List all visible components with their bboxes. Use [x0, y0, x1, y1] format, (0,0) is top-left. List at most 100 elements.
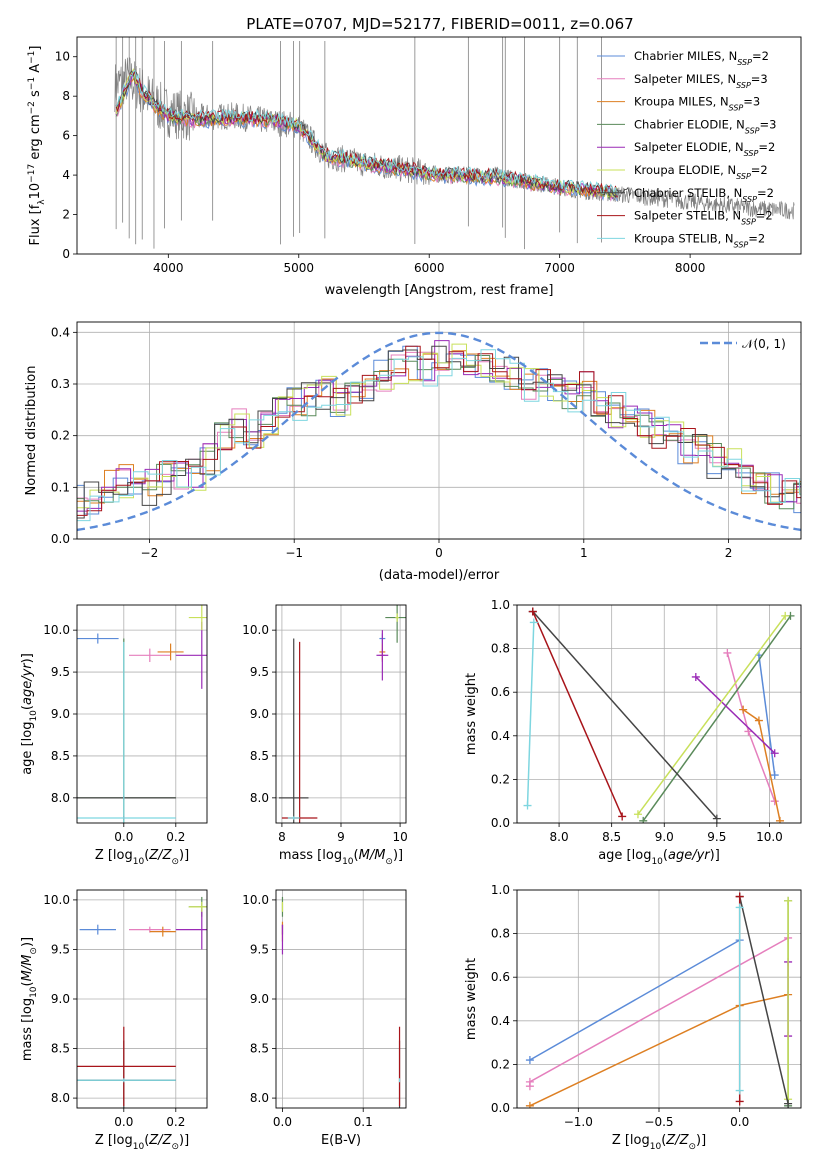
- y-tick-label: 0.4: [491, 1014, 510, 1028]
- y-axis-label-part: M/M: [20, 955, 35, 982]
- series-kroupa-stelib: [523, 618, 538, 810]
- y-tick-label: 0: [62, 247, 70, 261]
- y-axis-label-part: s: [28, 90, 43, 101]
- axes-frame: [76, 889, 208, 1109]
- legend-suffix: =2: [752, 49, 769, 63]
- y-axis-label-part: −1: [27, 51, 37, 64]
- legend-suffix: =2: [757, 186, 774, 200]
- y-tick-label: 8.0: [250, 1091, 269, 1105]
- y-tick-label: 9.5: [250, 665, 269, 679]
- y-axis-label-part: )]: [20, 653, 35, 663]
- x-axis-label-part: Z/Z: [148, 848, 172, 863]
- y-tick-label: 9.5: [51, 942, 70, 956]
- y-tick-label: 0.8: [491, 642, 510, 656]
- x-axis-label-part: (: [354, 848, 359, 863]
- y-tick-label: 0.8: [491, 927, 510, 941]
- x-tick-label: −0.5: [644, 1115, 673, 1129]
- plot-area-age_vs_Z: [77, 605, 207, 823]
- x-axis-label-part: 10: [650, 1142, 662, 1152]
- legend-entry-chabrier-miles: Chabrier MILES, NSSP=2: [634, 49, 769, 67]
- axes-frame: [516, 889, 802, 1109]
- y-tick-label: 8.5: [250, 749, 269, 763]
- x-tick-label: 0.0: [273, 1115, 292, 1129]
- y-tick-label: 0.4: [491, 729, 510, 743]
- x-tick-label: 9.5: [707, 830, 726, 844]
- x-tick-label: 2: [725, 546, 733, 560]
- histogram-salpeter-elodie: [77, 340, 801, 512]
- y-tick-label: 0.1: [51, 480, 70, 494]
- histogram-kroupa-miles: [77, 350, 801, 504]
- y-axis-label-part: ⊙: [29, 947, 39, 955]
- series-kroupa-elodie: [784, 896, 793, 1104]
- y-tick-label: 9.5: [51, 665, 70, 679]
- panel-age_vs_Z: 0.0 0.28.08.59.09.510.0Z [log10(Z/Z⊙)]age…: [20, 604, 208, 867]
- series-marker: [525, 1056, 534, 1065]
- model-line-chabrier-stelib: [115, 70, 632, 198]
- plot-area-weight_vs_age: [523, 607, 795, 823]
- x-tick-label: 8.0: [550, 830, 569, 844]
- x-axis-label-part: (: [144, 848, 149, 863]
- x-tick-label: 7000: [544, 261, 575, 275]
- histogram-chabrier-stelib: [77, 345, 801, 519]
- y-tick-label: 8.5: [51, 1042, 70, 1056]
- y-axis-label: mass [log10(M/M⊙)]: [20, 937, 39, 1061]
- series-marker: [775, 816, 784, 823]
- y-axis-label-part: )]: [20, 937, 35, 947]
- y-tick-label: 10.0: [242, 623, 269, 637]
- point-kroupa-elodie: [395, 613, 399, 622]
- series-chabrier-miles: [525, 936, 744, 1065]
- legend-suffix: =2: [751, 163, 768, 177]
- y-tick-label: 8.5: [250, 1042, 269, 1056]
- series-marker: [784, 896, 793, 905]
- y-axis-label: Normed distribution: [24, 366, 39, 496]
- figure-title: PLATE=0707, MJD=52177, FIBERID=0011, z=0…: [246, 15, 633, 33]
- y-axis-label-part: mass [log: [20, 998, 35, 1061]
- y-tick-label: 10: [55, 50, 70, 64]
- x-axis-label-part: age/yr: [668, 848, 711, 863]
- legend-sub: SSP: [736, 172, 751, 181]
- x-axis-label-part: M/M: [359, 848, 386, 863]
- point-salpeter-elodie: [376, 630, 389, 681]
- y-axis-label-part: 10: [29, 986, 39, 998]
- y-tick-label: 4: [62, 168, 70, 182]
- series-line: [738, 896, 789, 1104]
- legend-sub: SSP: [744, 149, 759, 158]
- legend-sub: SSP: [741, 217, 756, 226]
- histogram-salpeter-miles: [77, 351, 801, 505]
- y-axis-label: mass weight: [464, 958, 479, 1040]
- y-axis-label: mass weight: [464, 673, 479, 755]
- series-line: [526, 622, 535, 806]
- legend-entry-chabrier-stelib: Chabrier STELIB, NSSP=2: [634, 186, 774, 204]
- series-marker: [781, 611, 790, 620]
- series-marker: [528, 607, 537, 616]
- point-kroupa-stelib: [77, 641, 176, 823]
- x-axis-label-part: ⊙: [385, 857, 393, 867]
- point-kroupa-miles: [149, 926, 176, 937]
- legend-text: Chabrier STELIB, N: [634, 186, 742, 200]
- point-chabrier-stelib: [278, 638, 309, 823]
- x-tick-label: 9: [337, 830, 345, 844]
- x-tick-label: 0.0: [114, 1115, 133, 1129]
- y-axis-label-part: 10: [28, 183, 43, 200]
- y-tick-label: 6: [62, 129, 70, 143]
- x-tick-label: 4000: [153, 261, 184, 275]
- y-tick-label: 10.0: [43, 623, 70, 637]
- x-axis-label-part: (: [661, 1133, 666, 1148]
- y-axis-label-part: mass weight: [464, 958, 479, 1040]
- x-tick-label: 0: [435, 546, 443, 560]
- legend-entry-normal: 𝒩(0, 1): [742, 337, 786, 351]
- series-marker: [735, 892, 744, 901]
- y-tick-label: 0.6: [491, 970, 510, 984]
- legend-sub: SSP: [737, 58, 752, 67]
- series-marker: [691, 672, 700, 681]
- y-tick-label: 0.2: [491, 772, 510, 786]
- y-tick-label: 9.0: [250, 707, 269, 721]
- y-axis-label-part: (: [20, 705, 35, 710]
- x-axis-label-part: (: [663, 848, 668, 863]
- series-marker: [712, 814, 721, 823]
- x-axis-label-part: 10: [133, 1142, 145, 1152]
- y-tick-label: 0.2: [491, 1057, 510, 1071]
